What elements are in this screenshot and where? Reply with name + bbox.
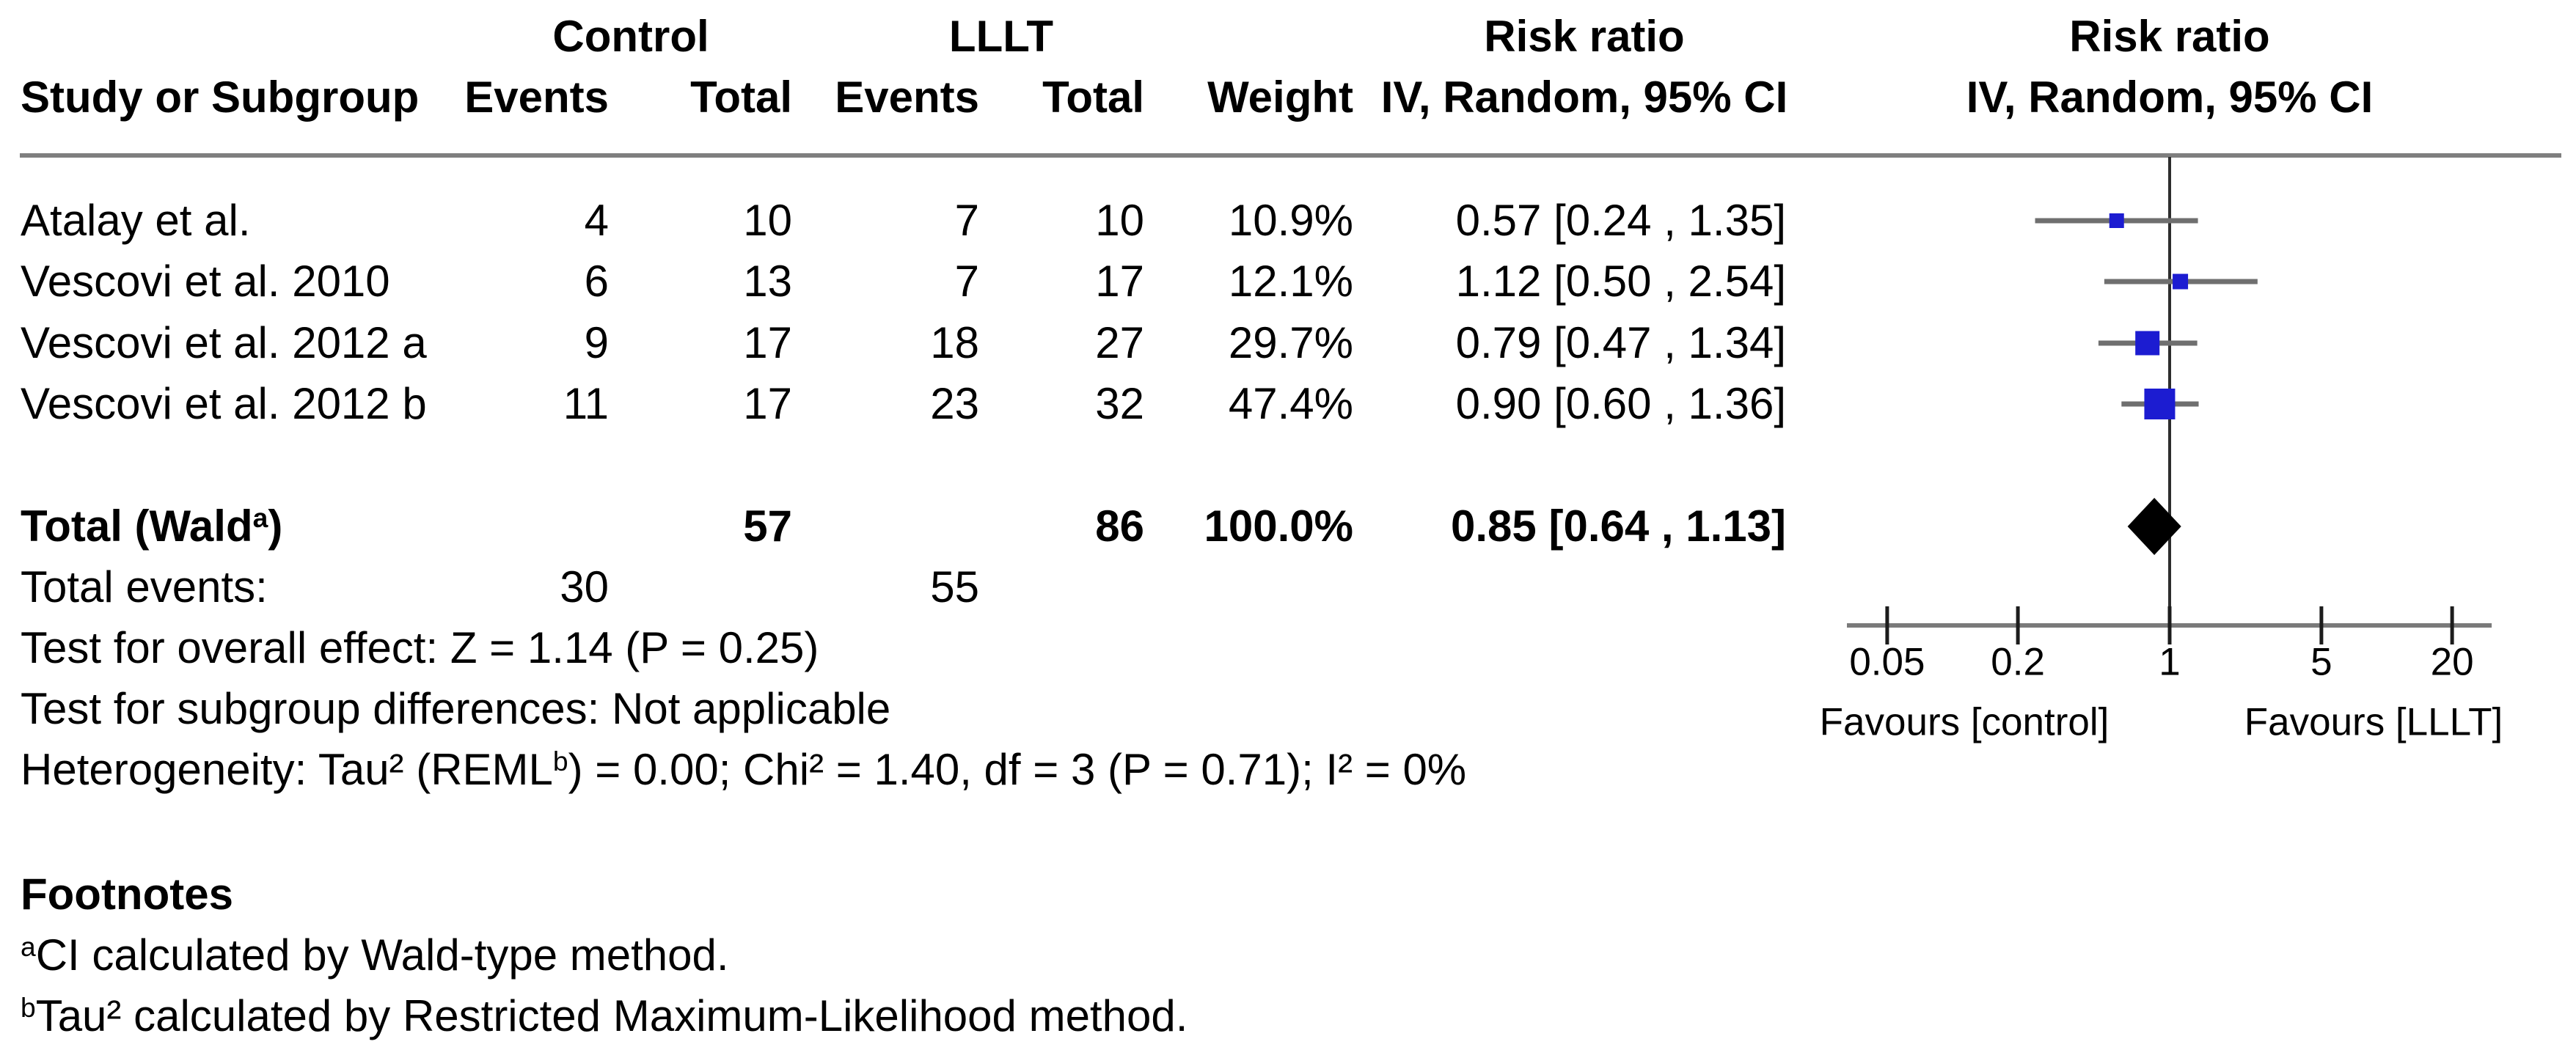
header-separator-line	[20, 153, 2561, 158]
control-total-header: Total	[690, 73, 792, 122]
plot-column-subtitle: IV, Random, 95% CI	[1966, 73, 2374, 122]
total-row-label: Total (Walda)	[21, 504, 282, 548]
control-total: 17	[743, 318, 792, 367]
control-events: 11	[563, 379, 609, 428]
effect-column-title: Risk ratio	[1484, 12, 1685, 61]
axis-tick	[2319, 606, 2324, 644]
control-events: 9	[584, 318, 609, 367]
study-weight: 12.1%	[1228, 257, 1353, 306]
favours-right-label: Favours [LLLT]	[2244, 700, 2503, 744]
study-name: Vescovi et al. 2012 a	[21, 318, 427, 367]
pooled-diamond	[2127, 498, 2181, 555]
total-estimate: 0.85 [0.64 , 1.13]	[1451, 502, 1786, 551]
footnote-a-marker: a	[21, 931, 36, 963]
axis-tick	[2167, 606, 2172, 644]
study-weight: 10.9%	[1228, 196, 1353, 245]
axis-tick-label: 0.05	[1849, 640, 1925, 684]
group1-header: Control	[552, 12, 709, 61]
total-events-lllt: 55	[930, 562, 979, 611]
footnote-a-text: CI calculated by Wald-type method.	[35, 930, 729, 980]
study-name: Atalay et al.	[21, 196, 251, 245]
lllt-events: 23	[930, 379, 979, 428]
study-column-header: Study or Subgroup	[21, 73, 420, 122]
study-estimate: 0.90 [0.60 , 1.36]	[1455, 379, 1786, 428]
study-name: Vescovi et al. 2010	[21, 257, 390, 306]
control-total: 13	[743, 257, 792, 306]
axis-tick-label: 0.2	[1991, 640, 2045, 684]
control-events-header: Events	[464, 73, 609, 122]
footnote-a: aCI calculated by Wald-type method.	[21, 933, 729, 977]
effect-square	[2173, 273, 2189, 290]
footnote-b-marker: b	[21, 992, 36, 1024]
axis-tick-label: 20	[2430, 640, 2474, 684]
study-estimate: 0.57 [0.24 , 1.35]	[1455, 196, 1786, 245]
axis-tick-label: 5	[2310, 640, 2332, 684]
axis-tick	[2450, 606, 2454, 644]
study-estimate: 1.12 [0.50 , 2.54]	[1455, 257, 1786, 306]
axis-tick-label: 1	[2159, 640, 2181, 684]
total-control-n: 57	[743, 502, 792, 551]
footnotes-title: Footnotes	[21, 870, 233, 919]
heterogeneity-superscript: b	[552, 746, 568, 777]
control-total: 17	[743, 379, 792, 428]
footnote-b: bTau² calculated by Restricted Maximum-L…	[21, 994, 1188, 1038]
lllt-total: 32	[1095, 379, 1144, 428]
heterogeneity-post: ) = 0.00; Chi² = 1.40, df = 3 (P = 0.71)…	[568, 745, 1467, 794]
study-estimate: 0.79 [0.47 , 1.34]	[1455, 318, 1786, 367]
plot-column-title: Risk ratio	[2069, 12, 2270, 61]
group2-header: LLLT	[948, 12, 1054, 61]
lllt-events-header: Events	[835, 73, 979, 122]
subgroup-test-text: Test for subgroup differences: Not appli…	[21, 684, 891, 733]
lllt-events: 7	[954, 257, 979, 306]
lllt-total: 17	[1095, 257, 1144, 306]
study-weight: 29.7%	[1228, 318, 1353, 367]
effect-column-subtitle: IV, Random, 95% CI	[1380, 73, 1788, 122]
control-events: 4	[584, 196, 609, 245]
weight-column-header: Weight	[1207, 73, 1353, 122]
heterogeneity-text: Heterogeneity: Tau² (REMLb) = 0.00; Chi²…	[21, 748, 1466, 792]
total-events-label: Total events:	[21, 562, 268, 611]
total-events-control: 30	[560, 562, 609, 611]
lllt-total-header: Total	[1042, 73, 1144, 122]
heterogeneity-pre: Heterogeneity: Tau² (REML	[21, 745, 553, 794]
footnote-b-text: Tau² calculated by Restricted Maximum-Li…	[35, 991, 1188, 1040]
study-weight: 47.4%	[1228, 379, 1353, 428]
total-weight: 100.0%	[1204, 502, 1354, 551]
effect-square	[2144, 389, 2176, 419]
lllt-events: 18	[930, 318, 979, 367]
total-label-superscript: a	[252, 502, 268, 534]
favours-left-label: Favours [control]	[1819, 700, 2110, 744]
control-events: 6	[584, 257, 609, 306]
study-name: Vescovi et al. 2012 b	[21, 379, 427, 428]
overall-effect-test-text: Test for overall effect: Z = 1.14 (P = 0…	[21, 623, 819, 672]
total-lllt-n: 86	[1095, 502, 1144, 551]
lllt-events: 7	[954, 196, 979, 245]
axis-tick	[1885, 606, 1889, 644]
total-label-text: Total (Wald	[21, 502, 253, 551]
axis-tick	[2016, 606, 2020, 644]
effect-square	[2135, 331, 2160, 356]
lllt-total: 10	[1095, 196, 1144, 245]
effect-square	[2109, 213, 2124, 228]
control-total: 10	[743, 196, 792, 245]
total-label-close: )	[268, 502, 283, 551]
lllt-total: 27	[1095, 318, 1144, 367]
